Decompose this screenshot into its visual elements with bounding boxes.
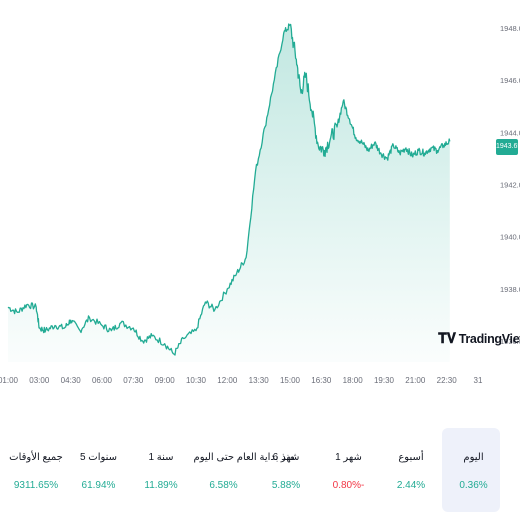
- performance-period-tab[interactable]: جميع الأوقات 9311.65%: [6, 426, 66, 514]
- tradingview-logo[interactable]: 𝐓𝐕 TradingView: [438, 330, 520, 347]
- y-tick-label: 1936.00: [500, 337, 520, 346]
- performance-period-label: 1 شهر: [335, 452, 362, 463]
- y-tick-label: 1942.00: [500, 181, 520, 190]
- performance-row: جميع الأوقات 9311.65% 5 سنوات 61.94% 1 سنة 11…: [0, 426, 520, 514]
- x-tick-label: 06:00: [92, 376, 113, 385]
- x-tick-label: 12:00: [217, 376, 238, 385]
- y-tick-label: 1940.00: [500, 233, 520, 242]
- performance-period-label: أسبوع: [398, 452, 424, 463]
- selected-period-highlight: [441, 428, 500, 512]
- current-price-badge: 1943.65: [496, 139, 520, 155]
- x-tick-label: 09:00: [155, 376, 176, 385]
- performance-period-label: 6 شهر: [272, 452, 300, 463]
- performance-period-value: 0.80%-: [332, 480, 365, 491]
- x-tick-label: 07:30: [123, 376, 144, 385]
- chart-canvas[interactable]: 01:00 03:00 04:30 06:00 07:30 09:00 10:30 12:00…: [0, 0, 520, 400]
- x-tick-label: 01:00: [0, 376, 19, 385]
- x-tick-label: 04:30: [61, 376, 82, 385]
- performance-period-label: جميع الأوقات: [9, 452, 63, 463]
- performance-period-label: منذ بداية العام حتى اليوم: [193, 452, 295, 463]
- performance-period-value: 2.44%: [396, 480, 426, 491]
- performance-period-label: اليوم: [463, 452, 484, 463]
- y-axis: 1936.00 1938.00 1940.00 1942.00 1944.00 1946.…: [500, 24, 520, 346]
- performance-period-tab[interactable]: 1 سنة 11.89%: [131, 426, 191, 514]
- performance-period-tab[interactable]: منذ بداية العام حتى اليوم 6.58%: [193, 426, 295, 514]
- price-area-fill: [8, 24, 450, 362]
- performance-period-tab[interactable]: 1 شهر 0.80%-: [319, 426, 379, 514]
- performance-period-label: 1 سنة: [148, 452, 174, 463]
- y-tick-label: 1946.00: [500, 76, 520, 85]
- price-line: [7, 23, 451, 356]
- performance-period-label: 5 سنوات: [79, 452, 118, 463]
- performance-period-value: 0.36%: [459, 480, 488, 491]
- performance-period-tab[interactable]: 6 شهر 5.88%: [256, 426, 316, 514]
- tradingview-mark-icon: 𝐓𝐕: [438, 330, 456, 346]
- y-tick-label: 1938.00: [500, 285, 520, 294]
- performance-period-value: 5.88%: [271, 480, 301, 491]
- x-tick-label: 19:30: [374, 376, 395, 385]
- performance-period-tab[interactable]: 5 سنوات 61.94%: [69, 426, 129, 514]
- x-tick-label: 03:00: [29, 376, 50, 385]
- x-tick-label: 16:30: [311, 376, 332, 385]
- x-tick-label: 21:00: [405, 376, 426, 385]
- x-tick-label: 22:30: [437, 376, 458, 385]
- price-area: [8, 24, 450, 362]
- performance-period-value: 9311.65%: [13, 480, 59, 491]
- performance-period-tab[interactable]: أسبوع 2.44%: [381, 426, 441, 514]
- tradingview-logo-text: TradingView: [458, 331, 520, 346]
- x-tick-label: 13:30: [249, 376, 270, 385]
- performance-period-value: 11.89%: [144, 480, 178, 491]
- performance-period-value: 61.94%: [81, 480, 116, 491]
- x-tick-label: 10:30: [186, 376, 207, 385]
- y-tick-label: 1948.00: [500, 24, 520, 33]
- y-tick-label: 1944.00: [500, 128, 520, 137]
- x-tick-label: 18:00: [343, 376, 364, 385]
- price-series-line: [7, 23, 451, 356]
- x-axis: 01:00 03:00 04:30 06:00 07:30 09:00 10:30 12:00…: [0, 376, 483, 385]
- x-tick-label: 31: [474, 376, 483, 385]
- performance-period-tab[interactable]: اليوم 0.36%: [441, 426, 504, 514]
- price-chart[interactable]: 01:00 03:00 04:30 06:00 07:30 09:00 10:30 12:00…: [0, 0, 520, 400]
- performance-period-value: 6.58%: [209, 480, 238, 491]
- x-tick-label: 15:00: [280, 376, 301, 385]
